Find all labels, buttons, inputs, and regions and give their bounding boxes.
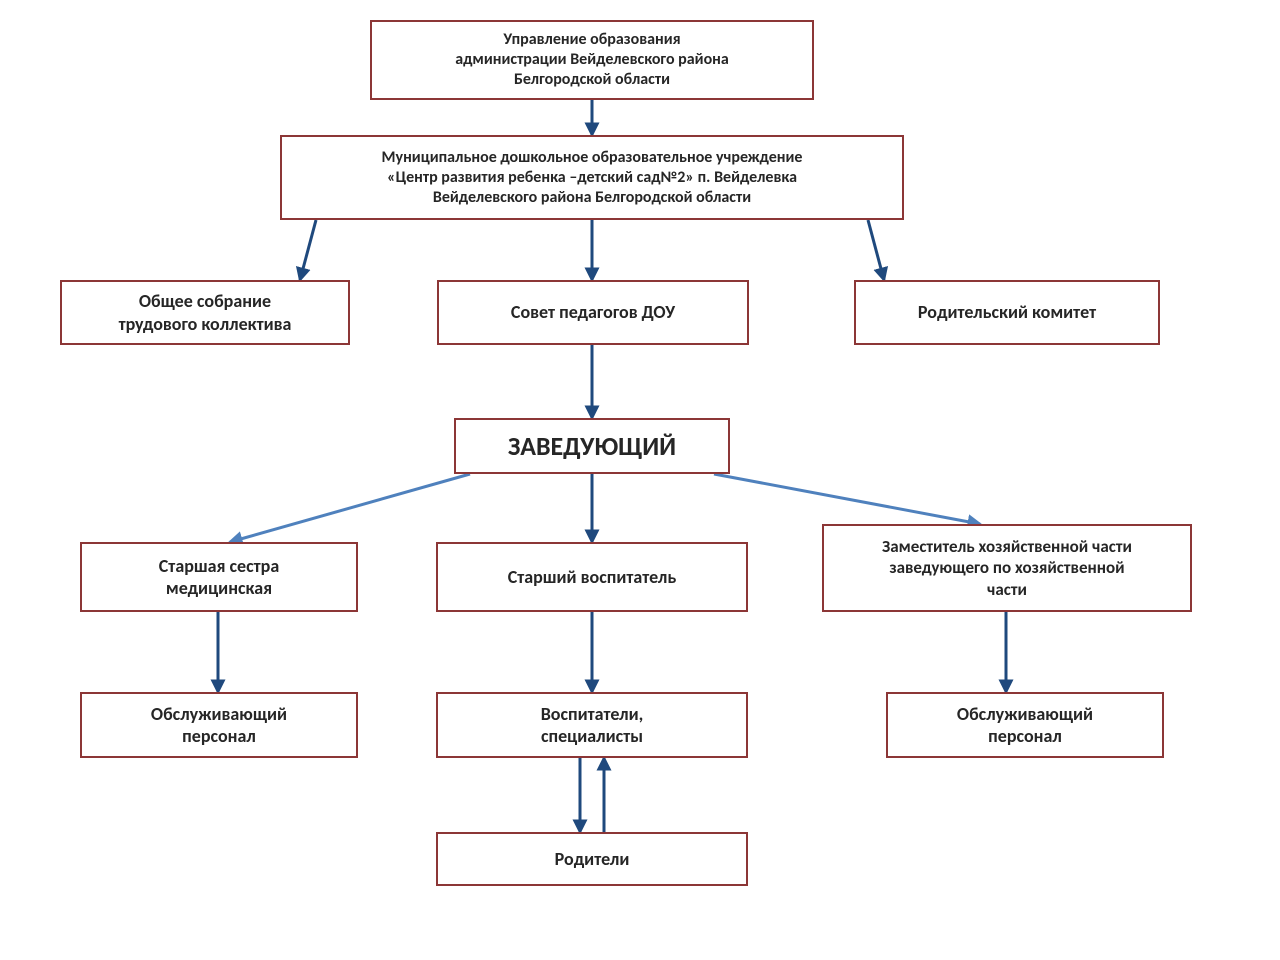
node-n7: Старшая сестрамедицинская [80, 542, 358, 612]
node-n4: Совет педагогов ДОУ [437, 280, 749, 345]
node-label: Обслуживающийперсонал [151, 703, 287, 748]
node-label: Муниципальное дошкольное образовательное… [382, 148, 803, 208]
node-label: Совет педагогов ДОУ [511, 301, 675, 324]
node-label: Заместитель хозяйственной частизаведующе… [882, 536, 1132, 600]
node-n13: Родители [436, 832, 748, 886]
node-label: Обслуживающийперсонал [957, 703, 1093, 748]
node-label: Управление образованияадминистрации Вейд… [455, 30, 729, 90]
node-n5: Родительский комитет [854, 280, 1160, 345]
edge-1 [300, 220, 316, 280]
edge-5 [230, 474, 470, 542]
node-n3: Общее собраниетрудового коллектива [60, 280, 350, 345]
node-n9: Заместитель хозяйственной частизаведующе… [822, 524, 1192, 612]
node-n11: Воспитатели,специалисты [436, 692, 748, 758]
node-label: Общее собраниетрудового коллектива [119, 290, 292, 335]
node-label: ЗАВЕДУЮЩИЙ [508, 430, 676, 463]
node-n10: Обслуживающийперсонал [80, 692, 358, 758]
node-label: Родительский комитет [918, 301, 1096, 324]
edge-3 [868, 220, 884, 280]
node-label: Родители [555, 848, 630, 871]
node-label: Воспитатели,специалисты [541, 703, 644, 748]
node-n8: Старший воспитатель [436, 542, 748, 612]
node-n12: Обслуживающийперсонал [886, 692, 1164, 758]
node-n6: ЗАВЕДУЮЩИЙ [454, 418, 730, 474]
edge-7 [714, 474, 980, 524]
node-label: Старший воспитатель [508, 566, 677, 589]
node-n2: Муниципальное дошкольное образовательное… [280, 135, 904, 220]
node-n1: Управление образованияадминистрации Вейд… [370, 20, 814, 100]
node-label: Старшая сестрамедицинская [159, 555, 279, 600]
